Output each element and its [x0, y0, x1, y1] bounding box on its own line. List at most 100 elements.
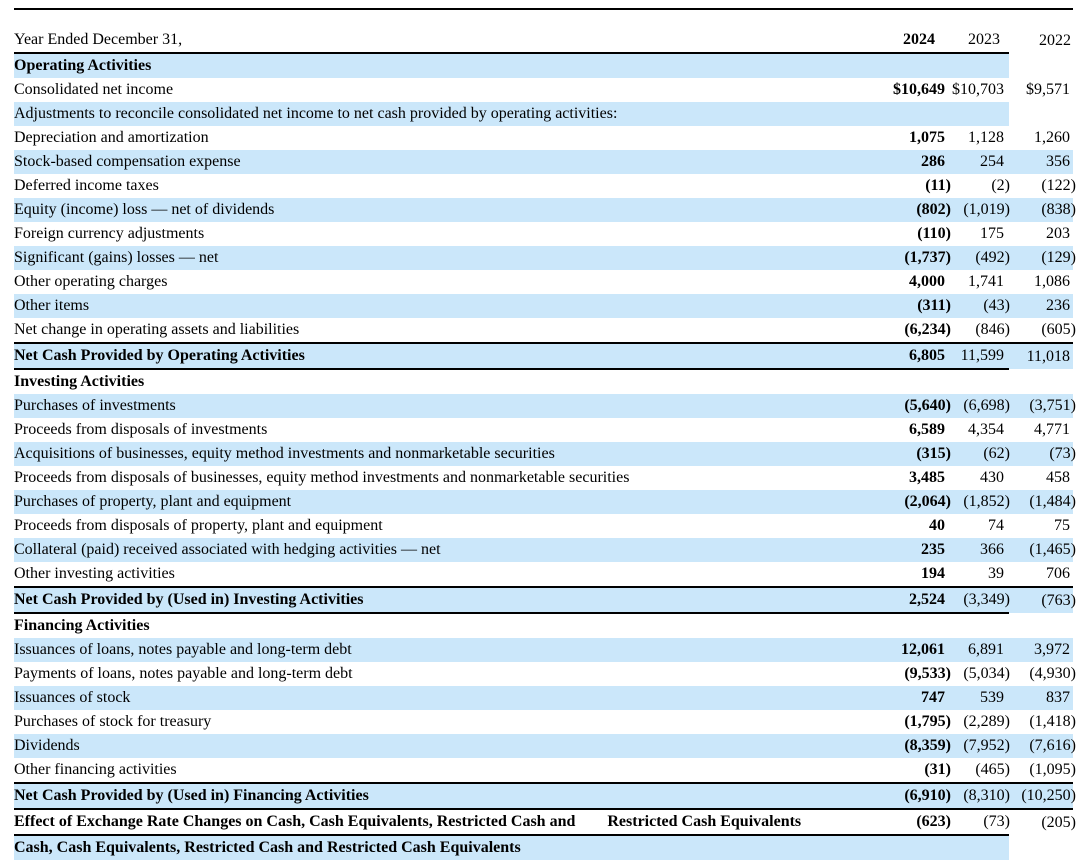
value-2022: (3,751): [1009, 394, 1076, 418]
closing-paren: ): [1004, 177, 1010, 194]
value-2022: [1009, 102, 1073, 126]
value-2024: (1,737): [867, 246, 951, 270]
table-row: Cash, Cash Equivalents, Restricted Cash …: [14, 835, 1073, 860]
table-row: Net Cash Provided by (Used in) Financing…: [14, 782, 1076, 810]
value-2024: (802): [867, 198, 951, 222]
closing-paren: ): [1004, 813, 1010, 830]
value-2024: (2,064): [867, 490, 951, 514]
value-2023: [947, 613, 1009, 638]
value-2024: 1,075: [909, 129, 945, 146]
table-row: Significant (gains) losses — net (1,737)(…: [14, 246, 1076, 270]
value-2022: 837: [1009, 686, 1073, 710]
period-header: Year Ended December 31,: [14, 8, 867, 54]
value-2024: 40: [929, 517, 945, 534]
closing-paren: ): [945, 813, 951, 830]
closing-paren: ): [1070, 813, 1076, 831]
value-2022: 1,086: [1034, 273, 1070, 290]
closing-paren: ): [945, 665, 951, 682]
row-label: Payments of loans, notes payable and lon…: [14, 665, 353, 682]
value-2022: (1,418): [1029, 713, 1076, 730]
closing-paren: ): [1070, 713, 1076, 730]
table-row: Net Cash Provided by (Used in) Investing…: [14, 586, 1076, 614]
closing-paren: ): [1070, 201, 1076, 218]
row-label: Significant (gains) losses — net: [14, 246, 867, 270]
value-2024: 2,524: [867, 586, 947, 614]
value-2023: 11,599: [947, 342, 1009, 370]
table-row: Operating Activities: [14, 53, 1073, 78]
value-2023: (3,349): [947, 586, 1010, 614]
row-label: Proceeds from disposals of businesses, e…: [14, 469, 630, 486]
row-label: Net Cash Provided by Operating Activitie…: [14, 342, 867, 370]
row-label: Deferred income taxes: [14, 177, 159, 194]
row-label: Investing Activities: [14, 373, 145, 390]
value-2024: 6,805: [867, 342, 947, 370]
row-label: Effect of Exchange Rate Changes on Cash,…: [14, 809, 867, 836]
value-2023: (5,034): [963, 665, 1010, 682]
closing-paren: ): [1004, 591, 1010, 608]
row-label: Proceeds from disposals of property, pla…: [14, 517, 383, 534]
column-header-2022: 2022: [1009, 8, 1073, 53]
value-2024: 3,485: [909, 469, 945, 486]
closing-paren: ): [1004, 787, 1010, 804]
closing-paren: ): [1004, 201, 1010, 218]
value-2023: (2,289): [963, 713, 1010, 730]
closing-paren: ): [1004, 321, 1010, 338]
value-2024: (31): [924, 761, 951, 778]
row-label: Other financing activities: [14, 761, 177, 778]
header-row: Year Ended December 31, 2024 2023 2022: [14, 8, 1073, 54]
row-label: Adjustments to reconcile consolidated ne…: [14, 102, 867, 126]
column-header-2024: 2024: [867, 8, 947, 54]
closing-paren: ): [1070, 665, 1076, 682]
value-2023: [947, 369, 1009, 394]
value-2024: (623): [867, 809, 951, 836]
value-2023: (7,952): [947, 734, 1010, 758]
closing-paren: ): [1070, 177, 1076, 194]
row-label: Net Cash Provided by (Used in) Investing…: [14, 586, 867, 614]
value-2023: 254: [947, 150, 1009, 174]
value-2023: (846): [975, 321, 1010, 338]
closing-paren: ): [945, 397, 951, 414]
value-2022: (763): [1009, 586, 1076, 613]
row-label: Purchases of property, plant and equipme…: [14, 490, 867, 514]
table-row: Adjustments to reconcile consolidated ne…: [14, 102, 1073, 126]
value-2022: (73): [1009, 442, 1076, 466]
row-label: Consolidated net income: [14, 81, 174, 98]
value-2023: (2): [991, 177, 1010, 194]
table-row: Collateral (paid) received associated wi…: [14, 538, 1076, 562]
table-row: Stock-based compensation expense 286 254 35…: [14, 150, 1073, 174]
closing-paren: ): [945, 713, 951, 730]
value-2022: 1,260: [1034, 129, 1070, 146]
closing-paren: ): [1070, 493, 1076, 510]
table-row: Effect of Exchange Rate Changes on Cash,…: [14, 809, 1076, 836]
closing-paren: ): [945, 201, 951, 218]
row-label: Depreciation and amortization: [14, 129, 209, 146]
cash-flow-statement: Year Ended December 31, 2024 2023 2022 O…: [0, 8, 1082, 860]
value-2023: 175: [980, 225, 1004, 242]
table-row: Issuances of stock 747 539 837: [14, 686, 1073, 710]
closing-paren: ): [1070, 397, 1076, 414]
closing-paren: ): [945, 297, 951, 314]
table-row: Proceeds from disposals of investments 6,…: [14, 418, 1073, 442]
value-2023: (465): [975, 761, 1010, 778]
closing-paren: ): [945, 445, 951, 462]
value-2024: (6,234): [904, 321, 951, 338]
value-2022: (605): [1041, 321, 1076, 338]
row-label: Cash, Cash Equivalents, Restricted Cash …: [14, 835, 867, 860]
value-2023: 539: [947, 686, 1009, 710]
value-2023: 6,891: [947, 638, 1009, 662]
value-2024: 6,589: [909, 421, 945, 438]
value-2022: (1,095): [1029, 761, 1076, 778]
table-row: Consolidated net income $10,649 $10,703 $9,…: [14, 78, 1073, 102]
row-label: Collateral (paid) received associated wi…: [14, 538, 867, 562]
row-label: Financing Activities: [14, 617, 150, 634]
value-2024: (1,795): [904, 713, 951, 730]
table-row: Net change in operating assets and liabi…: [14, 318, 1076, 343]
value-2024: 194: [921, 565, 945, 582]
value-2023: [947, 53, 1009, 78]
row-label: Other items: [14, 294, 867, 318]
value-2024: (6,910): [867, 782, 951, 810]
row-label: Issuances of loans, notes payable and lo…: [14, 638, 867, 662]
value-2022: (1,465): [1009, 538, 1076, 562]
closing-paren: ): [1004, 445, 1010, 462]
value-2024: 12,061: [867, 638, 947, 662]
